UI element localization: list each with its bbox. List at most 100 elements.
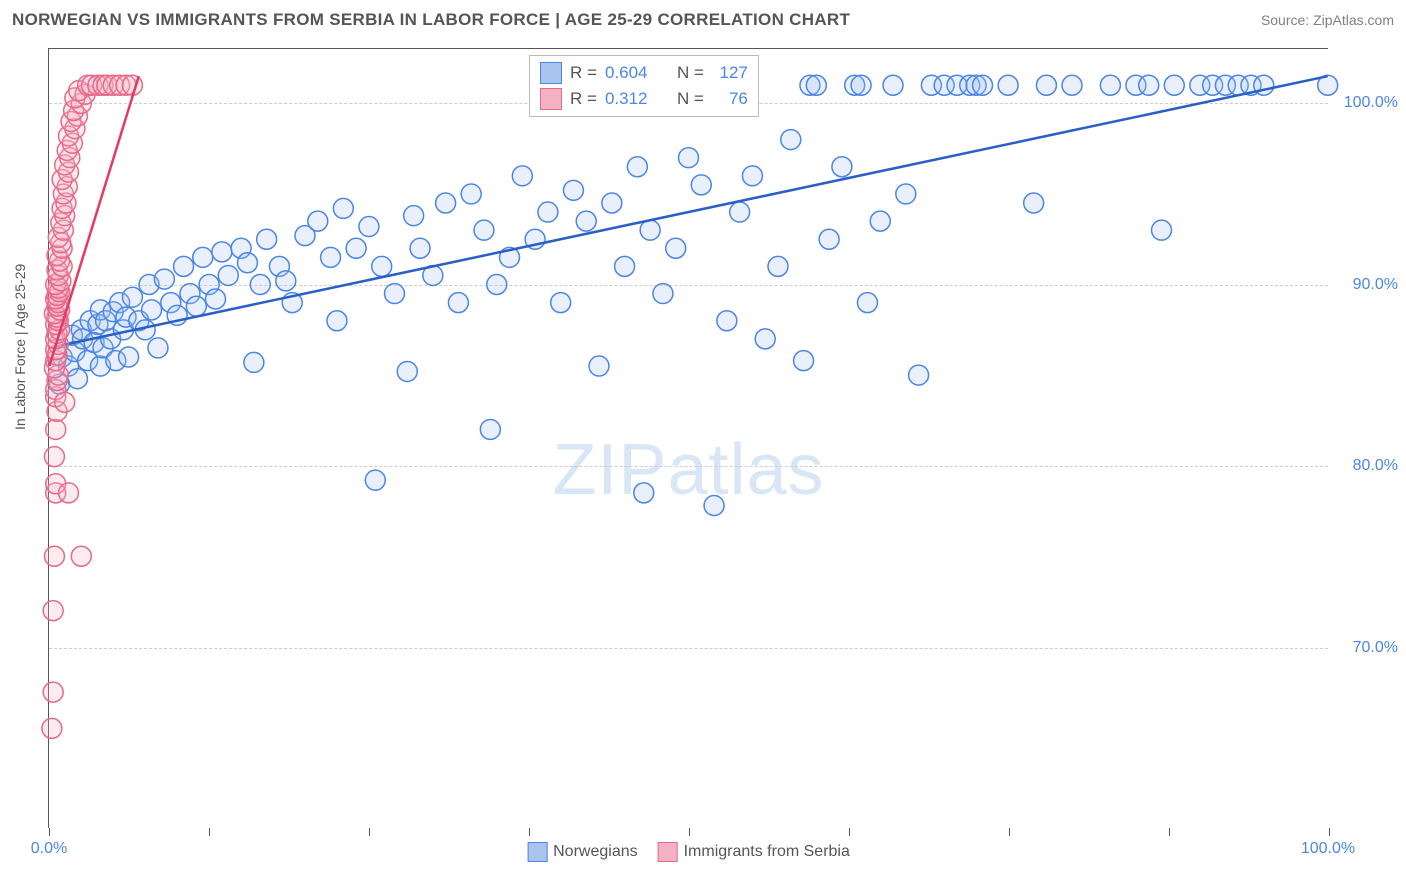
data-point <box>193 247 213 267</box>
data-point <box>512 166 532 186</box>
scatter-plot <box>49 49 1328 828</box>
data-point <box>44 546 64 566</box>
data-point <box>538 202 558 222</box>
n-label: N = <box>677 86 704 112</box>
data-point <box>359 217 379 237</box>
data-point <box>42 718 62 738</box>
n-value: 76 <box>712 86 748 112</box>
legend-swatch <box>540 88 562 110</box>
data-point <box>909 365 929 385</box>
data-point <box>742 166 762 186</box>
data-point <box>333 198 353 218</box>
data-point <box>43 682 63 702</box>
data-point <box>461 184 481 204</box>
data-point <box>448 293 468 313</box>
data-point <box>67 369 87 389</box>
data-point <box>998 75 1018 95</box>
data-point <box>142 300 162 320</box>
data-point <box>1164 75 1184 95</box>
x-tick <box>849 828 850 836</box>
data-point <box>474 220 494 240</box>
r-value: 0.312 <box>605 86 663 112</box>
x-tick <box>1329 828 1330 836</box>
data-point <box>781 130 801 150</box>
header: NORWEGIAN VS IMMIGRANTS FROM SERBIA IN L… <box>0 0 1406 38</box>
r-label: R = <box>570 86 597 112</box>
data-point <box>851 75 871 95</box>
x-tick <box>1009 828 1010 836</box>
x-tick <box>689 828 690 836</box>
data-point <box>404 206 424 226</box>
n-value: 127 <box>712 60 748 86</box>
data-point <box>551 293 571 313</box>
data-point <box>327 311 347 331</box>
data-point <box>615 256 635 276</box>
data-point <box>896 184 916 204</box>
r-label: R = <box>570 60 597 86</box>
data-point <box>794 351 814 371</box>
data-point <box>1152 220 1172 240</box>
data-point <box>397 361 417 381</box>
data-point <box>122 287 142 307</box>
data-point <box>870 211 890 231</box>
data-point <box>372 256 392 276</box>
legend-swatch <box>658 842 678 862</box>
x-tick <box>369 828 370 836</box>
x-tick-label-right: 100.0% <box>1301 840 1355 858</box>
data-point <box>679 148 699 168</box>
x-tick <box>529 828 530 836</box>
data-point <box>480 419 500 439</box>
x-tick-label-left: 0.0% <box>31 840 67 858</box>
data-point <box>857 293 877 313</box>
y-tick-label: 100.0% <box>1344 94 1398 112</box>
data-point <box>212 242 232 262</box>
data-point <box>237 253 257 273</box>
data-point <box>276 271 296 291</box>
data-point <box>436 193 456 213</box>
data-point <box>1036 75 1056 95</box>
r-value: 0.604 <box>605 60 663 86</box>
r-legend-row: R = 0.604 N = 127 <box>540 60 748 86</box>
data-point <box>119 347 139 367</box>
data-point <box>883 75 903 95</box>
data-point <box>653 284 673 304</box>
data-point <box>806 75 826 95</box>
data-point <box>717 311 737 331</box>
chart-title: NORWEGIAN VS IMMIGRANTS FROM SERBIA IN L… <box>12 10 850 30</box>
series-legend: Norwegians Immigrants from Serbia <box>527 842 850 862</box>
data-point <box>346 238 366 258</box>
data-point <box>308 211 328 231</box>
data-point <box>1062 75 1082 95</box>
data-point <box>768 256 788 276</box>
r-legend: R = 0.604 N = 127 R = 0.312 N = 76 <box>529 55 759 117</box>
data-point <box>206 289 226 309</box>
data-point <box>43 601 63 621</box>
legend-label: Norwegians <box>553 843 637 861</box>
chart-area: ZIPatlas 70.0%80.0%90.0%100.0% R = 0.604… <box>48 48 1328 828</box>
r-legend-row: R = 0.312 N = 76 <box>540 86 748 112</box>
legend-swatch <box>540 62 562 84</box>
legend-label: Immigrants from Serbia <box>684 843 850 861</box>
data-point <box>174 256 194 276</box>
n-label: N = <box>677 60 704 86</box>
y-axis-label: In Labor Force | Age 25-29 <box>12 264 28 430</box>
data-point <box>46 419 66 439</box>
data-point <box>55 392 75 412</box>
data-point <box>691 175 711 195</box>
data-point <box>410 238 430 258</box>
data-point <box>704 496 724 516</box>
data-point <box>589 356 609 376</box>
data-point <box>148 338 168 358</box>
data-point <box>832 157 852 177</box>
source-label: Source: ZipAtlas.com <box>1261 12 1394 28</box>
data-point <box>218 265 238 285</box>
data-point <box>154 269 174 289</box>
data-point <box>563 180 583 200</box>
data-point <box>257 229 277 249</box>
legend-item: Immigrants from Serbia <box>658 842 850 862</box>
x-tick <box>209 828 210 836</box>
data-point <box>634 483 654 503</box>
data-point <box>576 211 596 231</box>
y-tick-label: 90.0% <box>1353 276 1398 294</box>
data-point <box>321 247 341 267</box>
